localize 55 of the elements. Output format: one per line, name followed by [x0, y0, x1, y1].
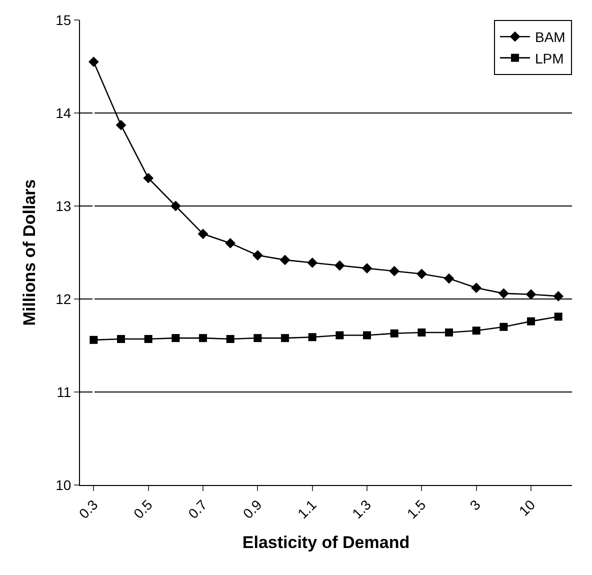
y-axis-title: Millions of Dollars [20, 179, 40, 326]
point [362, 263, 372, 274]
x-tick-label: 10 [516, 496, 538, 519]
x-tick-label: 0.7 [184, 496, 210, 522]
point [336, 331, 344, 340]
x-tick-label: 1.1 [294, 496, 320, 522]
point [363, 331, 371, 340]
y-tick-label: 10 [56, 476, 72, 493]
point [225, 238, 236, 248]
y-tick-label: 11 [56, 384, 72, 400]
point [554, 312, 562, 321]
point [116, 120, 126, 130]
y-tick-label: 12 [56, 290, 72, 307]
x-tick-label: 1.3 [348, 496, 374, 522]
y-tick-label: 14 [56, 104, 72, 121]
point [553, 291, 564, 302]
x-tick-label: 3 [466, 496, 484, 514]
point [198, 228, 208, 240]
point [172, 334, 180, 342]
point [445, 328, 453, 336]
y-tick-label: 13 [56, 198, 72, 214]
point [307, 258, 318, 268]
legend-label: LPM [535, 50, 564, 66]
point [308, 333, 316, 342]
x-tick-label: 1.5 [404, 496, 429, 522]
x-tick-label: 0.5 [130, 496, 156, 522]
point [526, 289, 536, 300]
x-tick-label: 0.9 [240, 496, 265, 522]
point [280, 254, 290, 266]
point [199, 334, 207, 342]
point [252, 250, 263, 260]
point [444, 273, 454, 284]
point [471, 282, 482, 294]
point [144, 334, 152, 343]
point [416, 268, 427, 280]
point [498, 288, 509, 299]
point [281, 334, 289, 342]
point [527, 317, 535, 326]
point [226, 334, 234, 343]
point [500, 322, 508, 331]
point [117, 334, 125, 343]
point [472, 326, 480, 335]
point [90, 336, 98, 344]
point [389, 266, 400, 276]
x-tick-label: 0.3 [76, 496, 101, 522]
point [143, 172, 154, 184]
point [254, 334, 262, 342]
y-tick-label: 15 [56, 12, 72, 28]
point [88, 56, 99, 68]
legend-label: BAM [535, 29, 566, 46]
point [334, 260, 345, 271]
point [418, 328, 426, 336]
x-axis-title: Elasticity of Demand [242, 533, 410, 552]
point [390, 329, 398, 338]
point [170, 200, 181, 212]
